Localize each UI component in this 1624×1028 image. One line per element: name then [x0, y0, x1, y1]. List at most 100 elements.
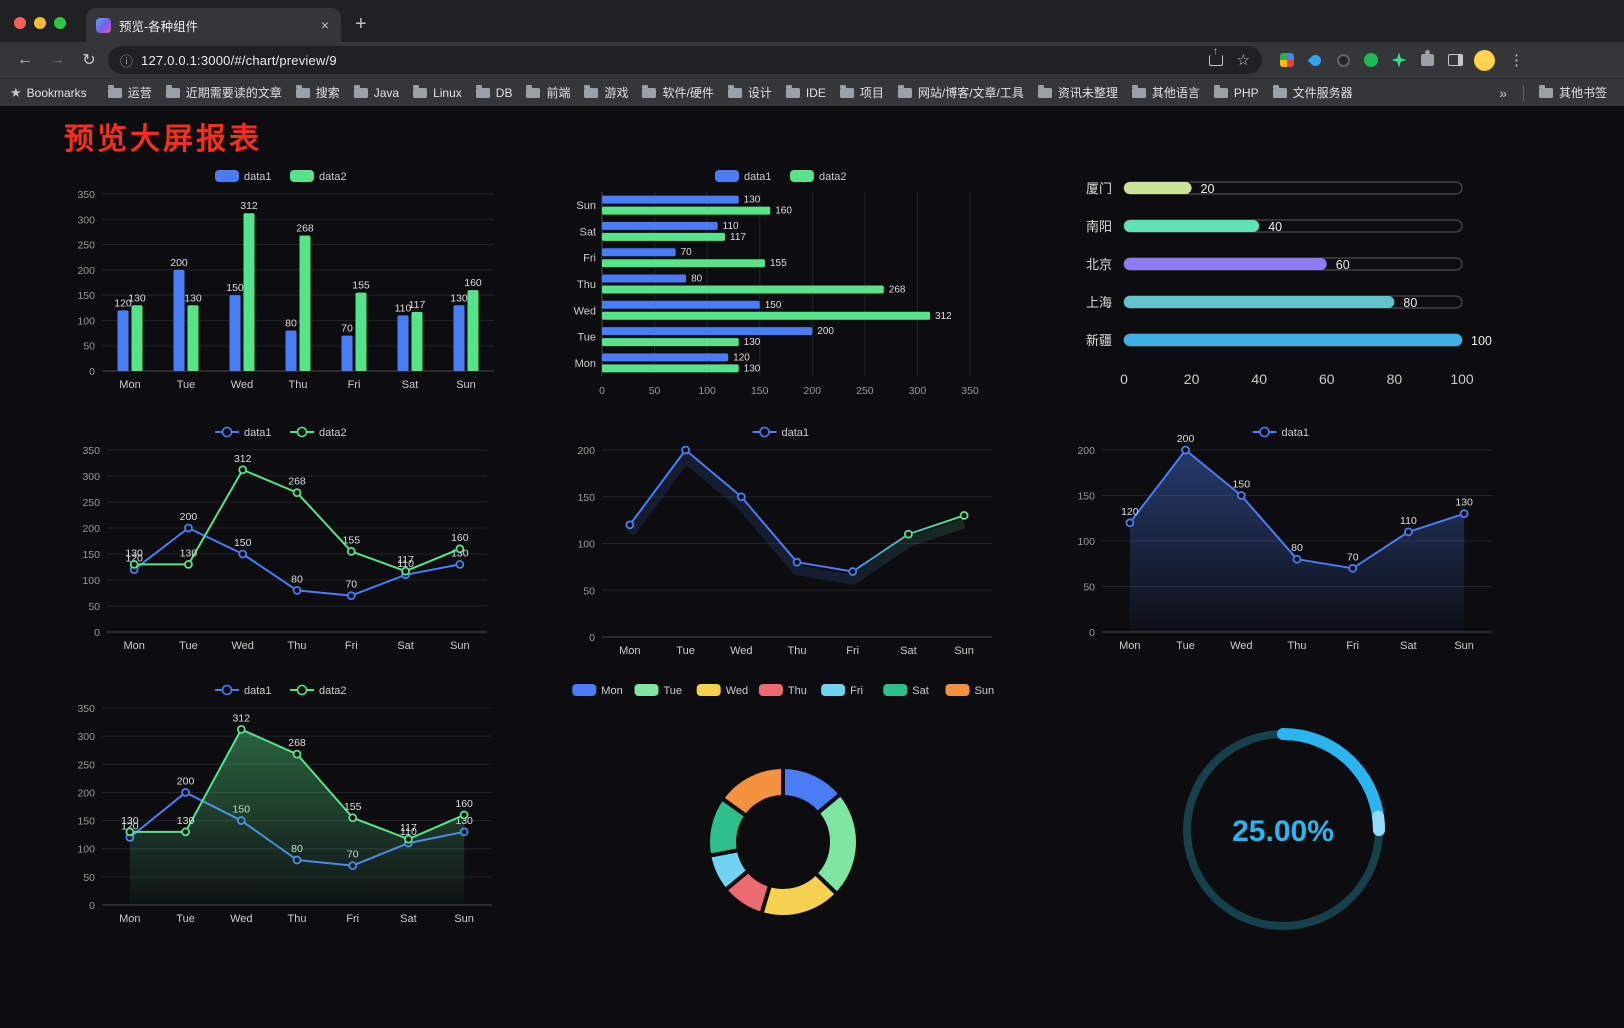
svg-text:Mon: Mon: [1119, 640, 1140, 652]
svg-text:Fri: Fri: [344, 640, 357, 652]
bookmarks-label[interactable]: Bookmarks: [26, 85, 87, 100]
svg-text:150: 150: [82, 549, 100, 561]
browser-tab[interactable]: 预览-各种组件 ×: [86, 8, 341, 42]
green-star-extension-icon[interactable]: [1390, 51, 1408, 69]
page-info-icon[interactable]: ⓘ: [120, 53, 134, 69]
svg-text:80: 80: [1386, 371, 1402, 387]
chart-gauge[interactable]: 25.00%: [1063, 676, 1503, 976]
svg-text:250: 250: [77, 240, 95, 252]
svg-text:Sat: Sat: [1400, 640, 1417, 652]
chart-dual-line-area[interactable]: data1 data2 0 50 100 150 200 250 300 350 Mon Tue Wed…: [58, 676, 508, 931]
bookmark-folder[interactable]: 设计: [721, 81, 779, 104]
svg-text:Thu: Thu: [1287, 640, 1306, 652]
folder-icon: [584, 84, 599, 98]
bookmark-folder[interactable]: 游戏: [577, 81, 635, 104]
svg-text:0: 0: [589, 632, 595, 644]
bookmark-folder[interactable]: 项目: [833, 81, 891, 104]
svg-text:南阳: 南阳: [1085, 219, 1111, 234]
forward-button[interactable]: →: [49, 51, 65, 68]
svg-text:117: 117: [408, 299, 425, 311]
chart-grouped-bar[interactable]: data1 data2 0 50 100 150 200 250 300 350 Mon 120 130…: [58, 162, 508, 397]
reload-button[interactable]: ↻: [82, 52, 96, 69]
chart-dual-line[interactable]: data1 data2 0 50 100 150 200 250 300 350 Mon Tue Wed…: [63, 418, 503, 658]
folder-icon: [475, 84, 490, 98]
folder-icon: [353, 84, 368, 98]
window-minimize-button[interactable]: [34, 17, 46, 29]
bookmark-folder[interactable]: Linux: [406, 83, 469, 103]
svg-text:80: 80: [1403, 296, 1417, 310]
bookmark-folder[interactable]: 软件/硬件: [635, 81, 720, 104]
svg-text:117: 117: [730, 232, 746, 243]
svg-text:Sun: Sun: [954, 645, 974, 657]
svg-text:Wed: Wed: [1230, 640, 1252, 652]
bookmark-folder[interactable]: IDE: [779, 83, 833, 103]
bookmarks-bar: ★ Bookmarks 运营 近期需要读的文章 搜索 Java Linux DB 前端 游戏软…: [0, 78, 1624, 106]
svg-text:130: 130: [128, 292, 146, 304]
svg-text:200: 200: [82, 523, 100, 535]
svg-text:117: 117: [397, 554, 414, 566]
bookmark-folder[interactable]: Java: [347, 83, 406, 103]
bookmarks-manager-icon[interactable]: ★: [10, 84, 22, 100]
svg-text:300: 300: [908, 385, 926, 397]
bookmark-folders: 运营 近期需要读的文章 搜索 Java Linux DB 前端 游戏 软件/硬件 设计 IDE 项目网…: [101, 81, 1492, 104]
svg-text:350: 350: [82, 445, 100, 457]
svg-text:Tue: Tue: [179, 640, 198, 652]
bookmark-folder[interactable]: PHP: [1207, 83, 1266, 103]
other-bookmarks-folder[interactable]: 其他书签: [1532, 81, 1614, 104]
svg-text:Fri: Fri: [347, 379, 360, 391]
chart-gradient-line[interactable]: data1 0 50 100 150 200 Mon Tue Wed Thu Fri Sat Sun: [558, 418, 1008, 663]
browser-menu-icon[interactable]: ⋮: [1509, 52, 1524, 69]
bookmark-folder[interactable]: 近期需要读的文章: [159, 81, 289, 104]
url-bar[interactable]: ⓘ 127.0.0.1:3000/#/chart/preview/9 ☆: [108, 46, 1262, 74]
bookmarks-overflow-chevron[interactable]: »: [1499, 84, 1507, 101]
chart-capsule-bar[interactable]: 厦门 20 南阳 40 北京 60 上海 80 新疆 100 0 20 40 60 80 100: [1058, 162, 1508, 402]
side-panel-icon[interactable]: [1446, 51, 1464, 69]
svg-text:Sat: Sat: [397, 640, 414, 652]
bookmark-folder[interactable]: DB: [469, 83, 520, 103]
svg-text:Thu: Thu: [287, 640, 306, 652]
svg-text:Mon: Mon: [119, 379, 140, 391]
pixel-grid-extension-icon[interactable]: [1278, 51, 1296, 69]
svg-text:160: 160: [451, 532, 469, 544]
new-tab-button[interactable]: +: [355, 13, 367, 35]
window-zoom-button[interactable]: [54, 17, 66, 29]
chart-horizontal-bar[interactable]: data1 data2 0 50 100 150 200 250 300 350 Sun 130 160…: [558, 162, 1008, 402]
extensions-puzzle-icon[interactable]: [1418, 50, 1436, 69]
bookmark-folder[interactable]: 资讯未整理: [1031, 81, 1125, 104]
chart-donut[interactable]: Mon Tue Wed Thu Fri Sat Sun: [553, 676, 1013, 976]
bookmark-folder[interactable]: 前端: [519, 81, 577, 104]
svg-text:Wed: Wed: [725, 685, 747, 697]
green-circle-extension-icon[interactable]: [1362, 51, 1380, 69]
svg-text:300: 300: [82, 471, 100, 483]
svg-text:data1: data1: [781, 427, 809, 439]
svg-text:厦门: 厦门: [1085, 181, 1111, 196]
tab-close-icon[interactable]: ×: [320, 17, 329, 33]
folder-icon: [727, 84, 742, 98]
svg-text:160: 160: [775, 206, 792, 217]
chart-area-line[interactable]: data1 0 50 100 150 200 Mon Tue Wed Thu Fri Sat Sun 12…: [1058, 418, 1508, 658]
other-bookmarks-label: 其他书签: [1558, 86, 1607, 100]
bookmark-folder[interactable]: 网站/博客/文章/工具: [891, 81, 1031, 104]
svg-text:110: 110: [400, 826, 417, 838]
bookmark-folder[interactable]: 其他语言: [1125, 81, 1207, 104]
svg-text:20: 20: [1183, 371, 1199, 387]
window-close-button[interactable]: [14, 17, 26, 29]
bookmark-star-icon[interactable]: ☆: [1236, 52, 1250, 69]
bookmark-folder[interactable]: 运营: [101, 81, 159, 104]
folder-icon: [1037, 84, 1052, 98]
svg-text:Tue: Tue: [663, 685, 682, 697]
profile-avatar[interactable]: [1474, 49, 1495, 71]
bookmark-folder[interactable]: 搜索: [289, 81, 347, 104]
tab-title: 预览-各种组件: [119, 19, 199, 34]
svg-text:70: 70: [345, 579, 357, 591]
share-icon[interactable]: [1208, 54, 1223, 66]
back-button[interactable]: ←: [17, 51, 33, 68]
bookmark-folder[interactable]: 文件服务器: [1266, 81, 1360, 104]
water-drop-extension-icon[interactable]: [1306, 51, 1324, 69]
svg-text:data2: data2: [319, 171, 347, 183]
svg-text:50: 50: [1083, 582, 1095, 594]
svg-text:Sat: Sat: [400, 913, 417, 925]
svg-text:110: 110: [1400, 515, 1417, 527]
dark-circle-extension-icon[interactable]: [1334, 51, 1352, 69]
svg-text:0: 0: [89, 366, 95, 378]
